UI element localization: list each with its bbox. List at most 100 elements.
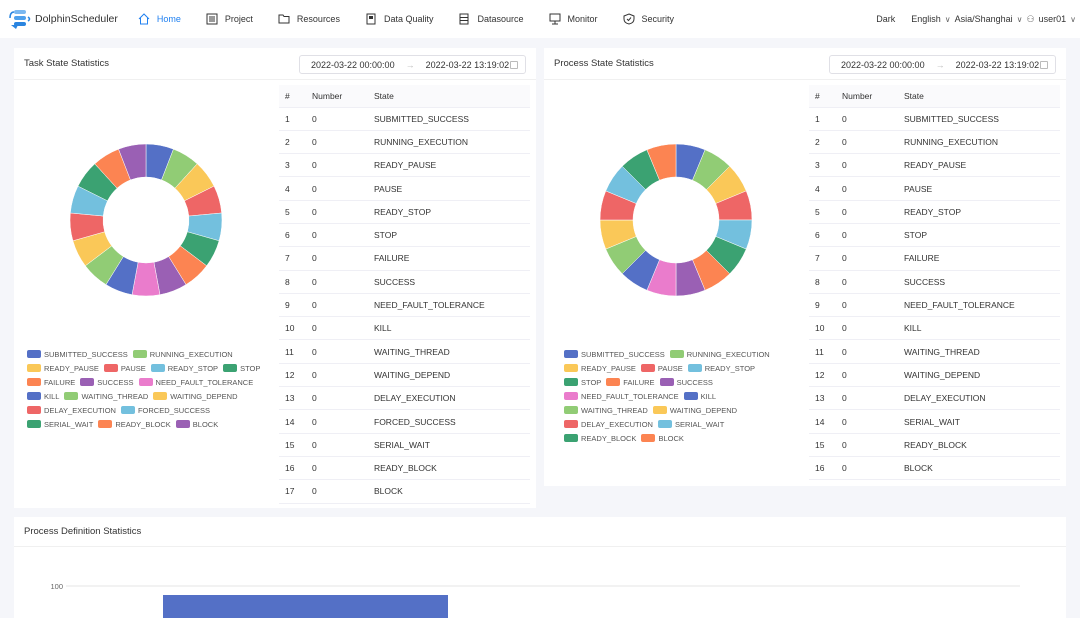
legend-item[interactable]: WAITING_DEPEND [652, 405, 737, 415]
nav-item-data-quality[interactable]: Data Quality [365, 13, 433, 25]
calendar-icon[interactable] [510, 61, 518, 69]
table-cell: RUNNING_EXECUTION [898, 130, 1060, 155]
table-row: 8 0 SUCCESS [809, 270, 1060, 294]
nav-item-home[interactable]: Home [138, 13, 181, 25]
legend-item[interactable]: RUNNING_EXECUTION [669, 349, 770, 359]
language-select[interactable]: English [911, 14, 941, 24]
chevron-down-icon[interactable]: ∨ [944, 14, 951, 24]
legend-item[interactable]: READY_PAUSE [27, 363, 99, 373]
table-row: 7 0 FAILURE [809, 246, 1060, 271]
bar[interactable] [163, 595, 448, 618]
table-row: 8 0 SUCCESS [279, 270, 530, 294]
monitor-icon [549, 13, 561, 25]
legend-item[interactable]: STOP [223, 363, 260, 373]
legend-swatch [120, 406, 135, 414]
legend-label: PAUSE [657, 363, 683, 373]
legend-item[interactable]: KILL [27, 391, 59, 401]
legend-swatch [640, 364, 655, 372]
legend-label: FAILURE [44, 377, 76, 387]
brand-logo[interactable]: DolphinScheduler [8, 8, 118, 30]
legend-item[interactable]: WAITING_THREAD [64, 391, 148, 401]
start-date[interactable]: 2022-03-22 00:00:00 [841, 59, 925, 70]
date-range-picker[interactable]: 2022-03-22 00:00:00 → 2022-03-22 13:19:02 [829, 55, 1056, 74]
table-cell: BLOCK [368, 479, 530, 504]
nav-item-security[interactable]: Security [623, 13, 674, 25]
table-cell: 15 [809, 433, 836, 457]
legend-item[interactable]: NEED_FAULT_TOLERANCE [138, 377, 253, 387]
legend-item[interactable]: READY_BLOCK [564, 433, 636, 443]
chevron-down-icon[interactable]: ∨ [1070, 14, 1076, 24]
table-cell: DELAY_EXECUTION [368, 386, 530, 411]
legend-label: FORCED_SUCCESS [137, 405, 211, 415]
arrow-right-icon: → [935, 59, 945, 70]
legend-item[interactable]: STOP [564, 377, 601, 387]
column-header: # [809, 85, 836, 108]
legend-item[interactable]: SUCCESS [80, 377, 134, 387]
user-menu[interactable]: user01 [1038, 14, 1067, 24]
theme-toggle[interactable]: Dark [876, 14, 896, 24]
table-cell: 5 [279, 200, 306, 224]
end-date[interactable]: 2022-03-22 13:19:02 [425, 59, 510, 70]
legend-item[interactable]: KILL [683, 391, 716, 401]
legend-item[interactable]: DELAY_EXECUTION [27, 405, 116, 415]
table-cell: 7 [809, 246, 836, 271]
legend-item[interactable]: SUBMITTED_SUCCESS [564, 349, 665, 359]
chevron-down-icon[interactable]: ∨ [1016, 14, 1023, 24]
table-cell: 0 [836, 200, 898, 224]
legend-item[interactable]: WAITING_THREAD [564, 405, 648, 415]
legend-item[interactable]: FAILURE [27, 377, 75, 387]
table-row: 4 0 PAUSE [279, 176, 530, 201]
nav-item-label: Datasource [477, 14, 524, 24]
legend-item[interactable]: FORCED_SUCCESS [120, 405, 211, 415]
legend-item[interactable]: BLOCK [175, 419, 218, 429]
table-cell: 0 [306, 270, 368, 294]
legend-label: WAITING_THREAD [81, 391, 149, 401]
legend-item[interactable]: PAUSE [640, 363, 683, 373]
end-date[interactable]: 2022-03-22 13:19:02 [955, 59, 1040, 70]
table-cell: NEED_FAULT_TOLERANCE [368, 293, 530, 318]
start-date[interactable]: 2022-03-22 00:00:00 [311, 59, 395, 70]
legend-item[interactable]: SUBMITTED_SUCCESS [27, 349, 128, 359]
legend-item[interactable]: SUCCESS [659, 377, 713, 387]
legend-item[interactable]: READY_PAUSE [564, 363, 636, 373]
legend-item[interactable]: SERIAL_WAIT [657, 419, 725, 429]
legend-item[interactable]: NEED_FAULT_TOLERANCE [564, 391, 679, 401]
nav-item-monitor[interactable]: Monitor [549, 13, 598, 25]
calendar-icon[interactable] [1040, 61, 1048, 69]
legend-item[interactable]: READY_BLOCK [98, 419, 171, 429]
table-row: 12 0 WAITING_DEPEND [279, 363, 530, 388]
table-cell: 17 [279, 479, 306, 504]
nav-item-datasource[interactable]: Datasource [458, 13, 524, 25]
timezone-select[interactable]: Asia/Shanghai [954, 14, 1013, 24]
table-cell: 0 [836, 246, 898, 271]
table-cell: 0 [306, 363, 368, 388]
donut-slice-block[interactable] [646, 143, 677, 181]
legend-item[interactable]: READY_STOP [687, 363, 755, 373]
legend-item[interactable]: PAUSE [103, 363, 146, 373]
donut-slice-block[interactable] [118, 143, 147, 181]
nav-item-label: Home [156, 14, 181, 24]
table-cell: 0 [306, 456, 368, 481]
legend-item[interactable]: RUNNING_EXECUTION [132, 349, 233, 359]
table-cell: RUNNING_EXECUTION [368, 130, 530, 155]
nav-item-resources[interactable]: Resources [278, 13, 340, 25]
table-cell: 4 [279, 176, 306, 201]
table-cell: 10 [279, 316, 306, 341]
legend-item[interactable]: FAILURE [606, 377, 655, 387]
home-icon [138, 13, 150, 25]
legend-item[interactable]: BLOCK [641, 433, 684, 443]
table-cell: 0 [836, 293, 898, 318]
legend-item[interactable]: WAITING_DEPEND [153, 391, 237, 401]
table-row: 14 0 FORCED_SUCCESS [279, 409, 530, 434]
legend-label: SERIAL_WAIT [674, 419, 725, 429]
table-row: 14 0 SERIAL_WAIT [809, 409, 1060, 434]
task-state-card: Task State Statistics 2022-03-22 00:00:0… [14, 48, 536, 508]
nav-item-project[interactable]: Project [206, 13, 253, 25]
legend-swatch [564, 364, 578, 372]
legend-label: DELAY_EXECUTION [581, 419, 653, 429]
legend-item[interactable]: READY_STOP [150, 363, 218, 373]
legend-item[interactable]: SERIAL_WAIT [27, 419, 93, 429]
table-cell: 14 [809, 409, 836, 434]
legend-item[interactable]: DELAY_EXECUTION [564, 419, 653, 429]
date-range-picker[interactable]: 2022-03-22 00:00:00 → 2022-03-22 13:19:02 [299, 55, 526, 74]
